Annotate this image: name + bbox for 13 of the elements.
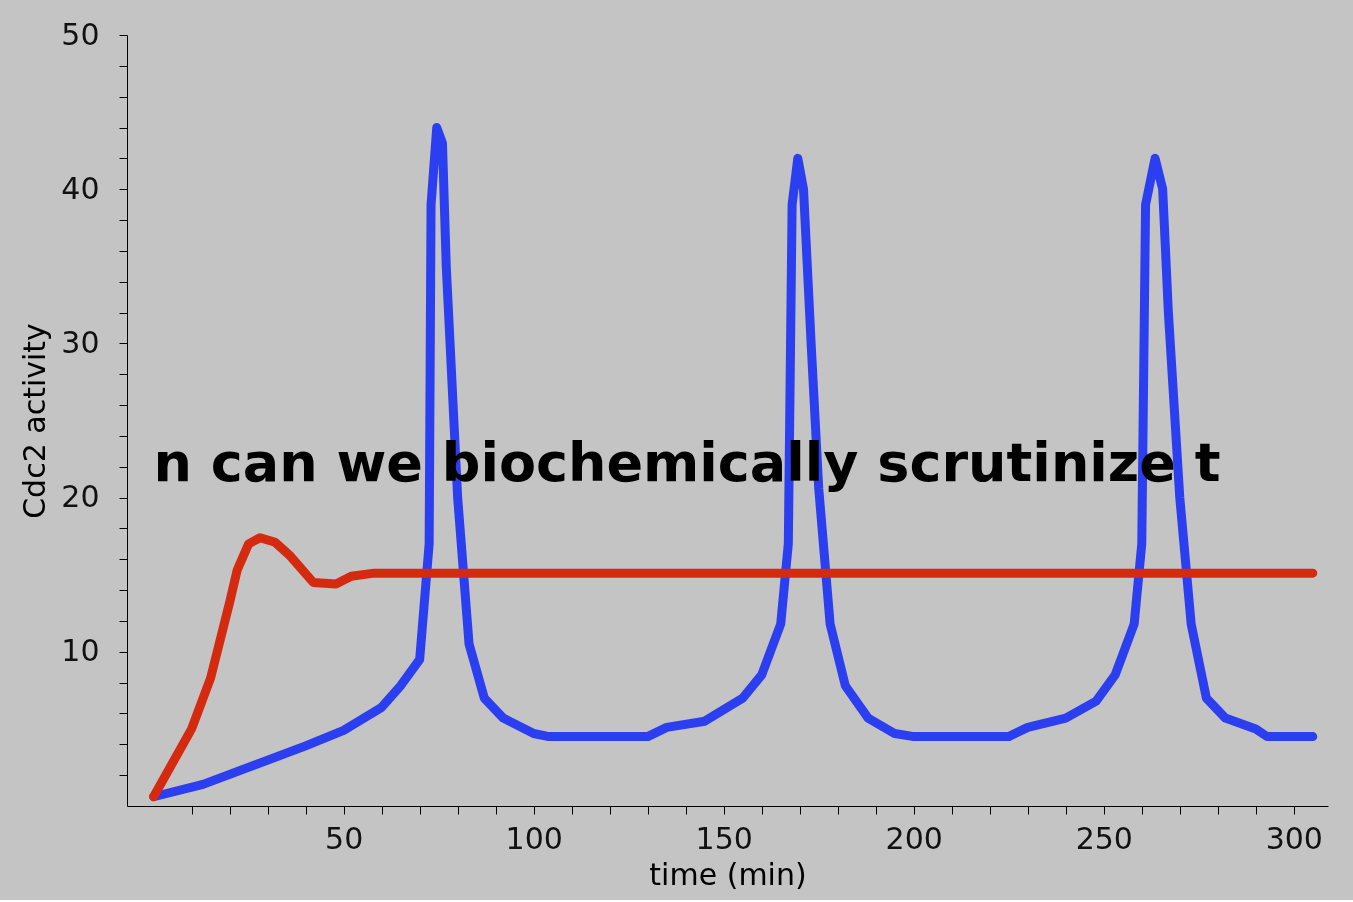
x-tick-label: 300 <box>1265 820 1323 856</box>
y-axis-title: Cdc2 activity <box>17 323 53 519</box>
y-tick-label: 50 <box>61 16 100 52</box>
x-tick-label: 200 <box>885 820 943 856</box>
y-tick-label: 10 <box>61 633 100 669</box>
x-tick-label: 150 <box>695 820 753 856</box>
y-tick-label: 40 <box>61 170 100 206</box>
x-tick-label: 100 <box>505 820 563 856</box>
x-tick-label: 250 <box>1075 820 1133 856</box>
y-tick-label: 30 <box>61 324 100 360</box>
y-tick-label: 20 <box>61 479 100 515</box>
x-tick-label: 50 <box>325 820 364 856</box>
x-axis-title: time (min) <box>649 856 807 892</box>
